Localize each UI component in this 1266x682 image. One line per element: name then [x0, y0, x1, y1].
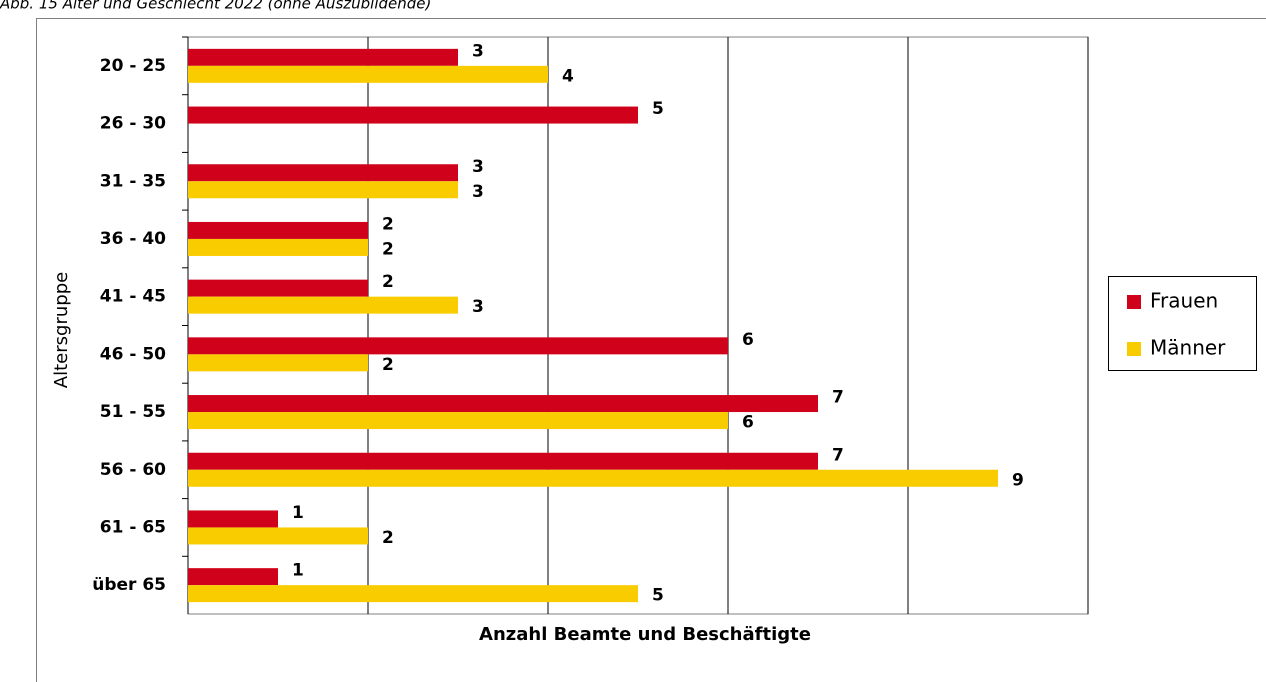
y-tick-label: über 65 [92, 575, 166, 595]
bar [188, 568, 278, 586]
value-label: 2 [382, 272, 394, 292]
legend-label: Männer [1150, 336, 1226, 360]
bar [188, 527, 368, 545]
bar [188, 296, 458, 314]
value-label: 5 [652, 586, 664, 606]
value-label: 1 [292, 561, 304, 581]
value-label: 4 [562, 66, 574, 86]
bar [188, 510, 278, 528]
value-label: 6 [742, 413, 754, 433]
y-tick-label: 31 - 35 [100, 171, 166, 191]
value-label: 1 [292, 503, 304, 523]
value-label: 6 [742, 330, 754, 350]
value-label: 3 [472, 297, 484, 317]
bar [188, 164, 458, 182]
bar [188, 469, 998, 487]
y-tick-label: 20 - 25 [100, 56, 166, 76]
value-label: 7 [832, 445, 844, 465]
y-axis-label: Altersgruppe [51, 272, 72, 388]
value-label: 7 [832, 388, 844, 408]
bar [188, 279, 368, 297]
bar [188, 65, 548, 83]
value-label: 3 [472, 182, 484, 202]
value-label: 2 [382, 239, 394, 259]
bar [188, 181, 458, 199]
x-axis-label: Anzahl Beamte und Beschäftigte [479, 624, 811, 645]
value-label: 9 [1012, 470, 1024, 490]
y-tick-label: 41 - 45 [100, 287, 166, 307]
value-label: 2 [382, 214, 394, 234]
value-label: 2 [382, 355, 394, 375]
bar [188, 221, 368, 239]
bar [188, 585, 638, 603]
bar [188, 395, 818, 413]
bar [188, 412, 728, 430]
y-tick-label: 46 - 50 [100, 344, 166, 364]
chart-frame [36, 18, 1266, 682]
legend-swatch [1127, 295, 1141, 309]
value-label: 5 [652, 99, 664, 119]
legend-swatch [1127, 342, 1141, 356]
y-tick-label: 56 - 60 [100, 460, 166, 480]
y-tick-label: 36 - 40 [100, 229, 166, 249]
y-tick-label: 61 - 65 [100, 517, 166, 537]
bar [188, 452, 818, 470]
chart-title: Abb. 15 Alter und Geschlecht 2022 (ohne … [0, 0, 431, 13]
bar [188, 106, 638, 124]
bar [188, 238, 368, 256]
value-label: 2 [382, 528, 394, 548]
legend-label: Frauen [1150, 289, 1218, 313]
bar [188, 48, 458, 66]
y-tick-label: 26 - 30 [100, 114, 166, 134]
bar [188, 354, 368, 372]
y-tick-label: 51 - 55 [100, 402, 166, 422]
value-label: 3 [472, 41, 484, 61]
bar [188, 337, 728, 355]
value-label: 3 [472, 157, 484, 177]
